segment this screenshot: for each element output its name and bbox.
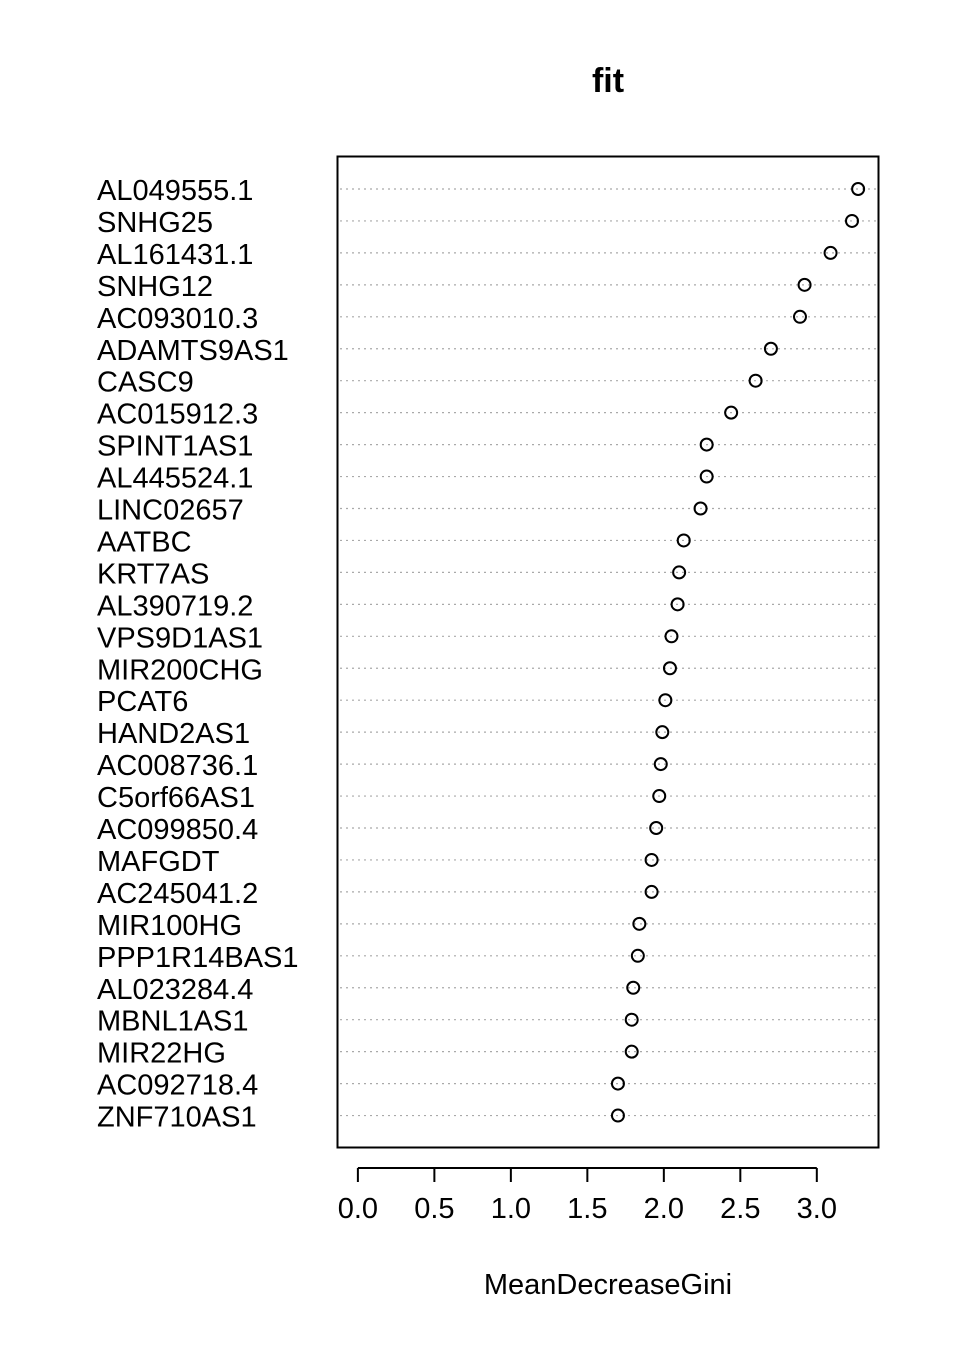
data-point [676, 533, 691, 548]
data-point [724, 405, 739, 420]
category-label: PCAT6 [97, 686, 188, 718]
category-label: AC015912.3 [97, 399, 258, 431]
category-label: AL390719.2 [97, 590, 253, 622]
category-label: MIR200CHG [97, 654, 263, 686]
data-point [655, 725, 670, 740]
plot-frame [336, 155, 880, 1149]
data-point [699, 469, 714, 484]
data-point [670, 597, 685, 612]
x-tick-label: 2.5 [720, 1193, 760, 1225]
data-point [792, 309, 807, 324]
category-label: SNHG25 [97, 207, 213, 239]
data-point [632, 916, 647, 931]
category-label: C5orf66AS1 [97, 782, 255, 814]
category-label: AL049555.1 [97, 175, 253, 207]
data-point [658, 693, 673, 708]
category-labels: AL049555.1SNHG25AL161431.1SNHG12AC093010… [97, 175, 299, 1134]
data-point [763, 341, 778, 356]
data-point [699, 437, 714, 452]
category-label: SNHG12 [97, 271, 213, 303]
data-point [624, 1012, 639, 1027]
category-label: AL161431.1 [97, 239, 253, 271]
category-label: AL023284.4 [97, 974, 253, 1006]
data-point [851, 182, 866, 196]
category-label: AC093010.3 [97, 303, 258, 335]
category-label: MBNL1AS1 [97, 1006, 249, 1038]
data-point [672, 565, 687, 580]
category-label: MAFGDT [97, 846, 220, 878]
x-axis: 0.0 0.5 1.0 1.5 2.0 2.5 3.0 [338, 1167, 837, 1225]
data-point [644, 852, 659, 867]
data-point [662, 661, 677, 676]
category-label: PPP1R14BAS1 [97, 942, 299, 974]
data-points [610, 182, 866, 1123]
category-label: AC008736.1 [97, 750, 258, 782]
category-label: HAND2AS1 [97, 718, 250, 750]
category-label: AC092718.4 [97, 1070, 258, 1102]
data-point [693, 501, 708, 516]
category-label: AL445524.1 [97, 463, 253, 495]
category-label: ZNF710AS1 [97, 1102, 257, 1134]
x-tick-label: 1.5 [567, 1193, 607, 1225]
category-label: MIR100HG [97, 910, 242, 942]
x-tick-label: 2.0 [644, 1193, 684, 1225]
x-tick-label: 1.0 [491, 1193, 531, 1225]
category-label: KRT7AS [97, 558, 209, 590]
data-point [626, 980, 641, 995]
data-point [624, 1044, 639, 1059]
data-point [630, 948, 645, 963]
x-axis-label: MeanDecreaseGini [484, 1269, 732, 1301]
data-point [644, 884, 659, 899]
data-point [748, 373, 763, 388]
data-point [823, 245, 838, 260]
data-point [652, 789, 667, 804]
category-label: SPINT1AS1 [97, 431, 253, 463]
grid-lines [340, 188, 876, 1117]
category-label: AC245041.2 [97, 878, 258, 910]
chart-title: fit [592, 62, 624, 100]
category-label: LINC02657 [97, 495, 244, 527]
data-point [797, 277, 812, 292]
category-label: ADAMTS9AS1 [97, 335, 289, 367]
category-label: AATBC [97, 526, 192, 558]
data-point [610, 1076, 625, 1091]
category-label: CASC9 [97, 367, 194, 399]
data-point [653, 757, 668, 772]
data-point [844, 213, 859, 228]
x-tick-label: 3.0 [797, 1193, 837, 1225]
category-label: AC099850.4 [97, 814, 258, 846]
x-tick-label: 0.0 [338, 1193, 378, 1225]
data-point [610, 1108, 625, 1123]
x-tick-label: 0.5 [414, 1193, 454, 1225]
category-label: MIR22HG [97, 1038, 226, 1070]
data-point [649, 821, 664, 835]
category-label: VPS9D1AS1 [97, 622, 263, 654]
data-point [664, 629, 679, 644]
